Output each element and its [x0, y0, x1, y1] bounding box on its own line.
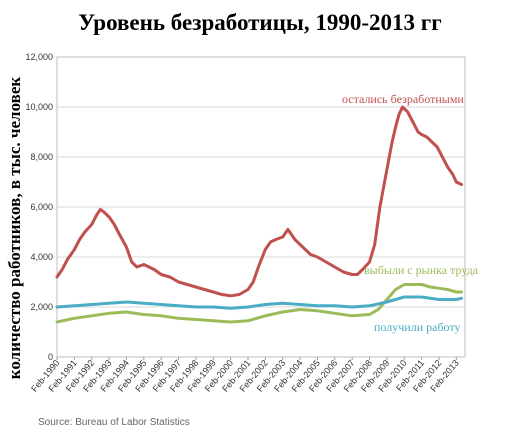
- series-label-unemployed: остались безработными: [342, 92, 464, 106]
- x-tick-labels: Feb-1990Feb-1991Feb-1992Feb-1993Feb-1994…: [29, 357, 461, 394]
- y-tick-label: 8,000: [30, 152, 53, 162]
- y-tick-label: 0: [48, 352, 53, 362]
- series-line-1: [55, 283, 463, 324]
- y-tick-label: 2,000: [30, 302, 53, 312]
- y-tick-label: 6,000: [30, 202, 53, 212]
- chart-title: Уровень безработицы, 1990-2013 гг: [78, 10, 441, 35]
- series-line-2: [55, 295, 463, 310]
- y-axis-label: количество работников, в тыс. человек: [5, 77, 24, 380]
- source-note: Source: Bureau of Labor Statistics: [38, 417, 190, 428]
- y-tick-label: 4,000: [30, 252, 53, 262]
- plot-area: [56, 56, 466, 358]
- series-line-0: [55, 105, 463, 298]
- y-tick-label: 10,000: [25, 102, 53, 112]
- series-lines: [55, 105, 463, 324]
- series-label-left-labor-force: выбыли с рынка труда: [364, 263, 479, 277]
- y-tick-label: 12,000: [25, 52, 53, 62]
- series-label-employed: получили работу: [374, 320, 460, 334]
- y-tick-labels: 0 2,000 4,000 6,000 8,000 10,000 12,000: [25, 52, 53, 362]
